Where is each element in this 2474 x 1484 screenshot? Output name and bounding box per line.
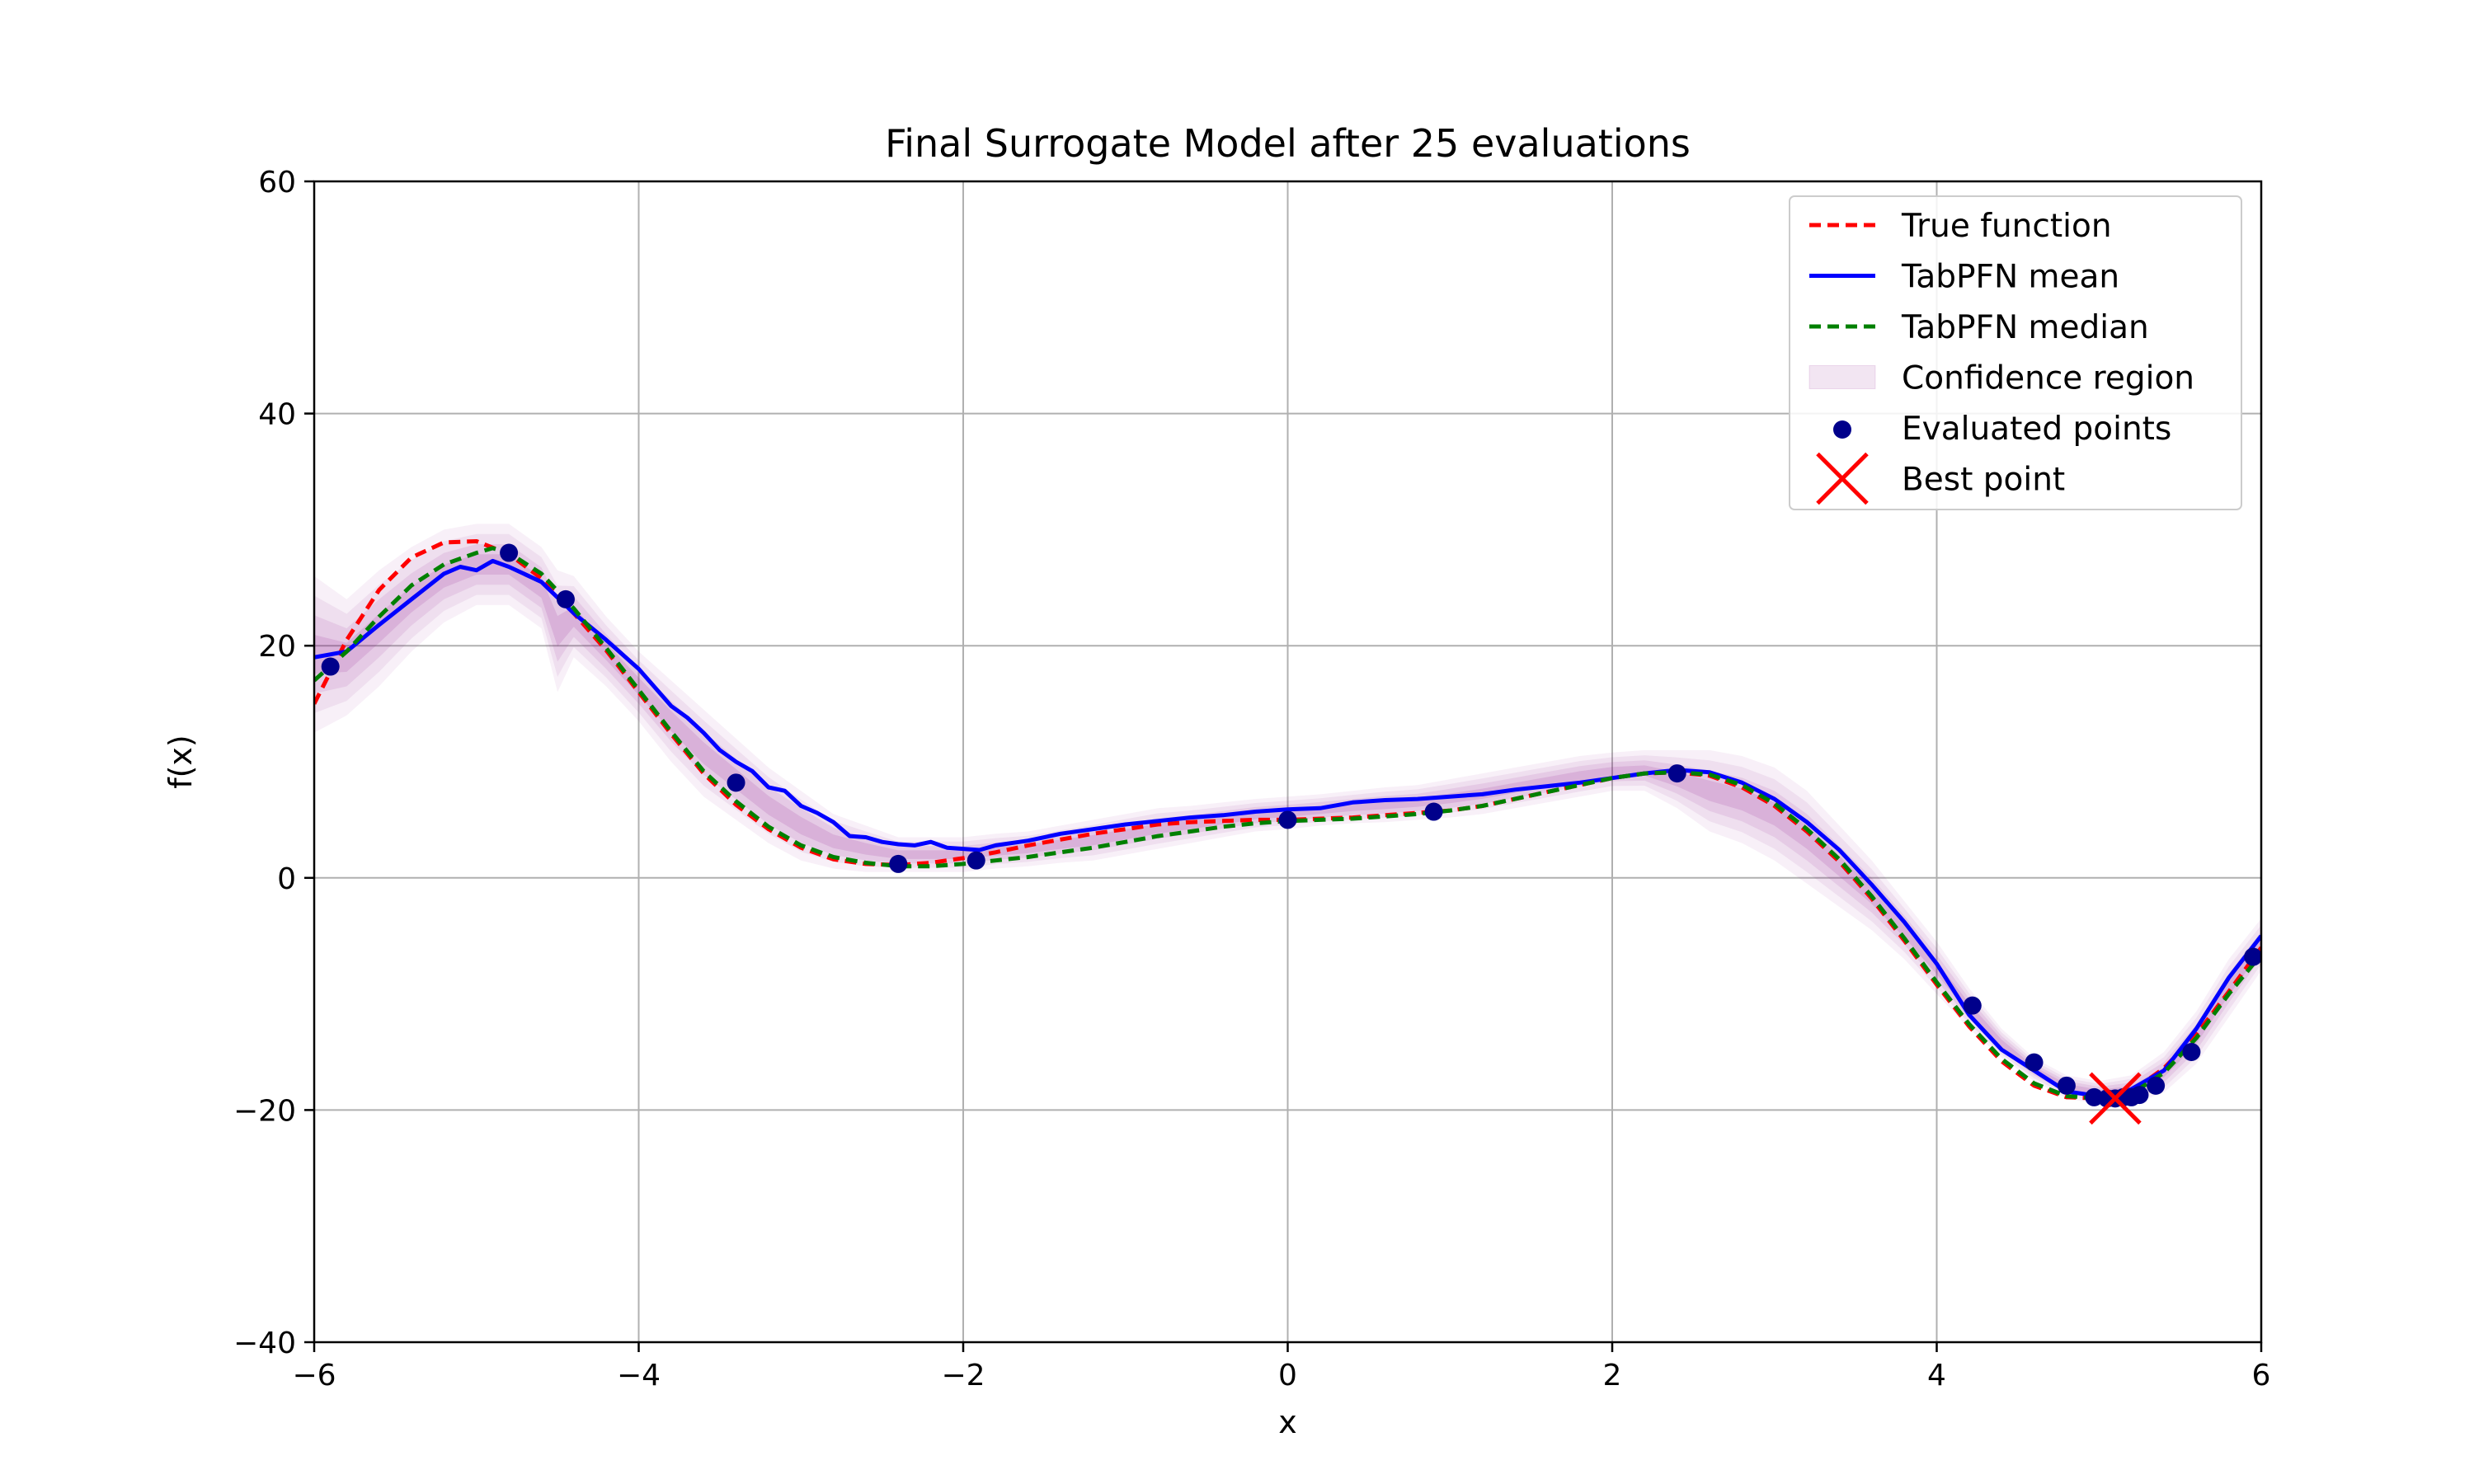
legend-swatch-points (1833, 420, 1851, 439)
evaluated-point (500, 543, 519, 562)
evaluated-point (2085, 1087, 2104, 1106)
evaluated-point (2182, 1043, 2201, 1061)
legend-item: Best point (1816, 452, 2065, 505)
x-axis-label: x (1278, 1404, 1297, 1440)
y-tick-label: 40 (258, 398, 296, 432)
best-point-marker (2089, 1072, 2142, 1125)
x-tick-label: 6 (2252, 1359, 2271, 1392)
evaluated-point (1667, 764, 1686, 783)
legend-label: TabPFN mean (1901, 259, 2119, 296)
legend-item: Confidence region (1808, 360, 2194, 397)
evaluated-point (1424, 802, 1443, 821)
y-tick-label: −20 (233, 1094, 296, 1128)
legend-swatch-best (1816, 452, 1869, 505)
x-tick-label: 2 (1603, 1359, 1622, 1392)
legend-best-stroke (1816, 452, 1869, 505)
evaluated-point (2147, 1076, 2166, 1095)
evaluated-point (889, 854, 908, 873)
y-axis-label: f(x) (162, 735, 199, 789)
chart-title: Final Surrogate Model after 25 evaluatio… (885, 121, 1691, 166)
legend: True function TabPFN mean TabPFN median Con… (1789, 195, 2242, 510)
evaluated-point (1963, 996, 1982, 1015)
legend-item: TabPFN median (1809, 309, 2149, 346)
x-tick-label: 0 (1278, 1359, 1297, 1392)
x-tick-label: −4 (617, 1359, 661, 1392)
y-tick-label: −40 (233, 1327, 296, 1360)
evaluated-point (2025, 1053, 2044, 1072)
legend-item: Evaluated points (1833, 411, 2171, 448)
y-tick-label: 60 (258, 166, 296, 200)
legend-item: TabPFN mean (1809, 259, 2119, 296)
x-tick-label: −2 (941, 1359, 985, 1392)
best-point-stroke (2089, 1072, 2142, 1125)
evaluated-point (2130, 1086, 2149, 1105)
evaluated-point (556, 589, 575, 608)
y-tick-label: 20 (258, 630, 296, 664)
y-tick-label: 0 (277, 862, 296, 896)
legend-label: True function (1901, 208, 2112, 245)
evaluated-point (1278, 810, 1297, 829)
mean-line (314, 558, 2261, 1098)
evaluated-point (2057, 1076, 2076, 1095)
evaluated-point (727, 773, 745, 792)
plot-series (314, 524, 2261, 1125)
legend-label: Best point (1902, 462, 2065, 499)
legend-label: TabPFN median (1901, 309, 2149, 346)
legend-box (1789, 195, 2242, 510)
evaluated-point (967, 851, 985, 870)
legend-label: Evaluated points (1902, 411, 2171, 448)
legend-swatch-confidence (1808, 365, 1876, 389)
legend-item: True function (1809, 208, 2112, 245)
evaluated-point (321, 657, 340, 676)
x-tick-label: −6 (292, 1359, 336, 1392)
evaluated-point (2244, 947, 2261, 966)
legend-label: Confidence region (1902, 360, 2194, 397)
x-tick-label: 4 (1927, 1359, 1946, 1392)
